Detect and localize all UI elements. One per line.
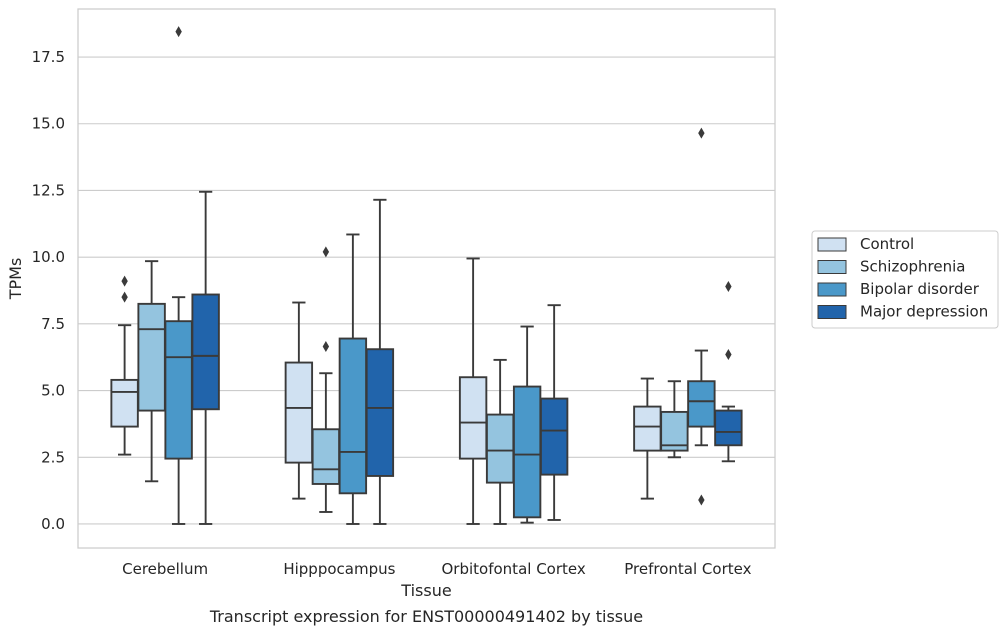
box-schizophrenia (485, 358, 515, 525)
x-tick-label: Hipppocampus (283, 560, 395, 578)
iqr-box (137, 302, 166, 412)
y-tick-label: 2.5 (41, 448, 65, 466)
y-tick-label: 0.0 (41, 515, 65, 533)
iqr-box (338, 337, 368, 495)
box-schizophrenia (660, 380, 689, 459)
iqr-box (284, 361, 314, 464)
box-major-depression (365, 198, 395, 525)
iqr-box (633, 405, 662, 452)
box-schizophrenia (137, 260, 166, 483)
iqr-box (311, 428, 341, 485)
box-plots (110, 26, 743, 525)
legend-frame (811, 230, 999, 329)
legend-swatch (817, 305, 847, 319)
iqr-box (191, 293, 220, 411)
legend-swatch (817, 260, 847, 274)
outlier-point (725, 281, 732, 293)
x-tick-label: Prefrontal Cortex (624, 560, 751, 578)
box-control (284, 301, 314, 500)
box-bipolar-disorder (338, 233, 368, 525)
legend-label: Major depression (860, 303, 988, 321)
y-tick-label: 12.5 (32, 181, 65, 199)
legend-label: Control (860, 235, 914, 253)
outlier-point (725, 349, 732, 361)
box-bipolar-disorder (164, 26, 193, 525)
legend: Control Schizophrenia Bipolar disorder Majo… (811, 230, 999, 329)
y-tick-label: 17.5 (32, 48, 65, 66)
iqr-box (458, 376, 488, 460)
outlier-point (322, 246, 330, 258)
iqr-box (164, 320, 193, 460)
box-major-depression (539, 304, 569, 521)
outlier-point (698, 494, 705, 506)
legend-swatch (817, 237, 847, 252)
box-major-depression (191, 190, 220, 525)
y-tick-label: 7.5 (41, 315, 65, 333)
iqr-box (660, 410, 689, 452)
box-control (458, 257, 488, 525)
x-tick-label: Orbitofontal Cortex (442, 560, 586, 578)
legend-label: Schizophrenia (860, 258, 965, 276)
iqr-box (512, 385, 542, 519)
iqr-box (485, 413, 515, 484)
y-tick-label: 15.0 (32, 115, 65, 133)
y-axis-label: TPMs (6, 258, 25, 301)
outlier-point (698, 127, 705, 139)
box-major-depression (714, 281, 743, 463)
box-control (633, 377, 662, 500)
y-tick-label: 5.0 (41, 382, 65, 400)
x-axis-label: Tissue (400, 581, 451, 600)
box-bipolar-disorder (512, 325, 542, 524)
iqr-box (714, 409, 743, 447)
outlier-point (121, 275, 128, 287)
y-tick-label: 10.0 (32, 248, 65, 266)
x-tick-labels: Cerebellum Hipppocampus Orbitofontal Corte… (122, 560, 751, 578)
chart-caption: Transcript expression for ENST0000049140… (209, 607, 643, 626)
box-control (110, 275, 139, 456)
iqr-box (110, 378, 139, 428)
outlier-point (121, 291, 128, 303)
box-schizophrenia (311, 246, 341, 513)
iqr-box (687, 380, 716, 428)
iqr-box (365, 348, 395, 477)
plot-area (77, 8, 776, 549)
y-tick-labels: 0.0 2.5 5.0 7.5 10.0 12.5 15.0 17.5 (32, 48, 65, 533)
iqr-box (539, 397, 569, 476)
box-bipolar-disorder (687, 127, 716, 506)
outlier-point (322, 341, 330, 353)
outlier-point (175, 26, 182, 38)
legend-label: Bipolar disorder (860, 280, 980, 298)
legend-swatch (817, 282, 847, 297)
x-tick-label: Cerebellum (122, 560, 208, 578)
